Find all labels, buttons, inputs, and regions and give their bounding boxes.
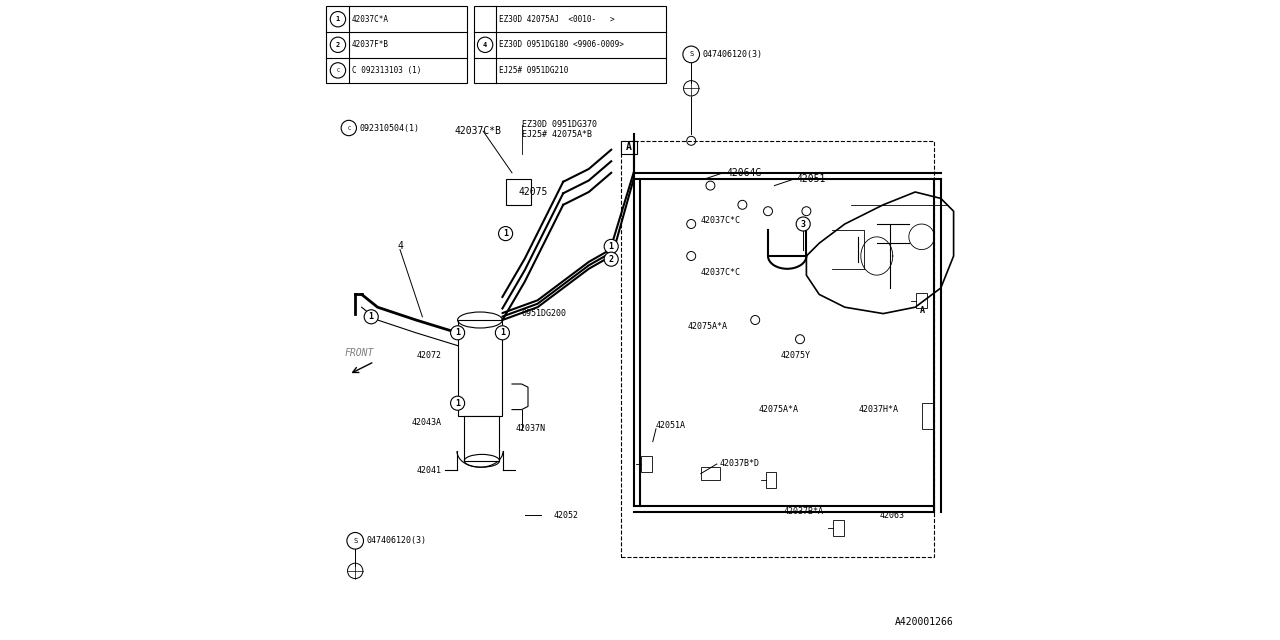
Bar (474, 6, 666, 83)
Circle shape (495, 326, 509, 340)
Text: 092310504(1): 092310504(1) (360, 124, 420, 132)
Text: 42037C*B: 42037C*B (454, 126, 502, 136)
Text: 0951DG200: 0951DG200 (522, 309, 567, 318)
Text: 42037H*A: 42037H*A (859, 405, 899, 414)
Text: 42037C*C: 42037C*C (701, 216, 741, 225)
Bar (506, 179, 531, 205)
Text: FRONT: FRONT (346, 348, 374, 358)
Text: 1: 1 (503, 229, 508, 238)
Circle shape (796, 217, 810, 231)
Text: EZ30D 0951DG370: EZ30D 0951DG370 (522, 120, 596, 129)
Text: 1: 1 (335, 16, 340, 22)
Text: 42037F*B: 42037F*B (352, 40, 389, 49)
Text: A420001266: A420001266 (895, 617, 954, 627)
Text: 3: 3 (801, 220, 805, 228)
Text: EJ25# 42075A*B: EJ25# 42075A*B (522, 130, 591, 139)
Bar (621, 141, 934, 557)
Bar (916, 293, 927, 308)
Text: 4: 4 (483, 42, 488, 48)
Text: 42075Y: 42075Y (781, 351, 810, 360)
Bar (765, 472, 776, 488)
Text: A: A (919, 306, 924, 315)
Bar (621, 141, 637, 154)
Bar (914, 304, 931, 317)
Text: 42052: 42052 (554, 511, 579, 520)
Text: A: A (626, 142, 632, 152)
Text: 42072: 42072 (416, 351, 442, 360)
Text: 42051: 42051 (796, 174, 826, 184)
Text: EZ30D 0951DG180 <9906-0009>: EZ30D 0951DG180 <9906-0009> (499, 40, 625, 49)
Text: C: C (337, 68, 339, 73)
Text: 42037B*D: 42037B*D (719, 460, 760, 468)
Text: 42075A*A: 42075A*A (689, 322, 728, 331)
Text: 2: 2 (335, 42, 340, 48)
Bar (701, 467, 719, 480)
Text: 2: 2 (609, 255, 613, 264)
Text: 047406120(3): 047406120(3) (367, 536, 426, 545)
Text: 42037C*A: 42037C*A (352, 15, 389, 24)
Circle shape (477, 37, 493, 52)
Bar (833, 520, 844, 536)
Text: 1: 1 (456, 399, 460, 408)
Text: 42063: 42063 (881, 511, 905, 520)
Circle shape (499, 227, 512, 241)
Circle shape (330, 37, 346, 52)
Bar (326, 6, 467, 83)
Circle shape (604, 239, 618, 253)
Bar (458, 320, 503, 416)
Bar (922, 403, 934, 429)
Bar (641, 456, 652, 472)
Circle shape (330, 12, 346, 27)
Text: EZ30D 42075AJ  <0010-   >: EZ30D 42075AJ <0010- > (499, 15, 614, 24)
Text: 1: 1 (500, 328, 504, 337)
Text: C: C (347, 125, 351, 131)
Text: S: S (353, 538, 357, 544)
Bar (465, 416, 499, 461)
Text: 1: 1 (369, 312, 374, 321)
Text: 42041: 42041 (416, 466, 442, 475)
Text: C 092313103 (1): C 092313103 (1) (352, 66, 421, 75)
Text: 42037N: 42037N (516, 424, 545, 433)
Text: 1: 1 (456, 328, 460, 337)
Text: 42051A: 42051A (657, 421, 686, 430)
Text: 4: 4 (397, 241, 403, 252)
Text: EJ25# 0951DG210: EJ25# 0951DG210 (499, 66, 568, 75)
Text: 1: 1 (609, 242, 613, 251)
Text: 42075A*A: 42075A*A (759, 405, 799, 414)
Circle shape (451, 396, 465, 410)
Text: 42064G: 42064G (727, 168, 762, 178)
Text: 42043A: 42043A (412, 418, 442, 427)
Text: 42037B*A: 42037B*A (783, 508, 824, 516)
Circle shape (364, 310, 379, 324)
Circle shape (451, 326, 465, 340)
Text: 047406120(3): 047406120(3) (703, 50, 763, 59)
Circle shape (604, 252, 618, 266)
Text: 42075: 42075 (518, 187, 548, 197)
Text: 42037C*C: 42037C*C (701, 268, 741, 276)
Text: S: S (689, 51, 694, 58)
